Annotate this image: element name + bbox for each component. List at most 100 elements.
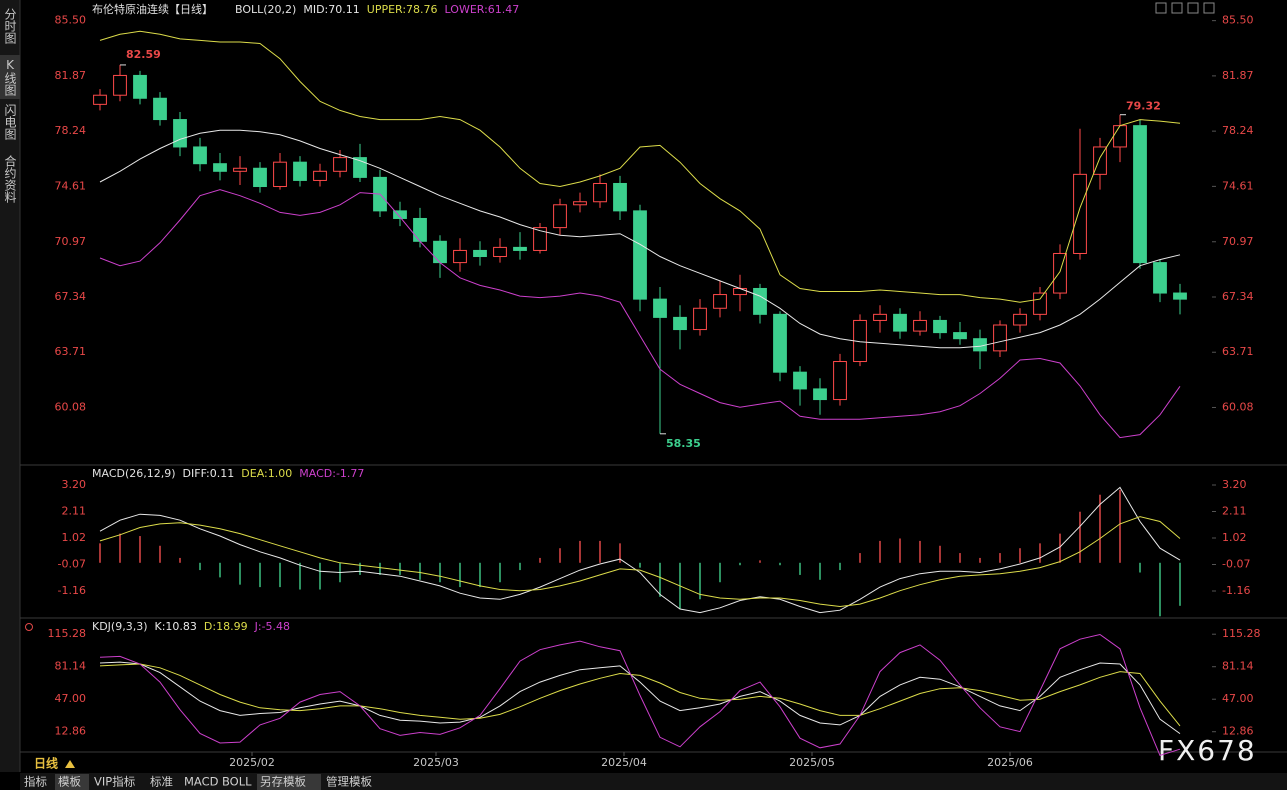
candle-body: [1153, 262, 1167, 294]
candle-body: [753, 287, 767, 315]
button[interactable]: [1171, 2, 1183, 14]
button[interactable]: [1187, 2, 1199, 14]
legend: KDJ(9,3,3) K:10.83 D:18.99 J:-5.48: [92, 620, 290, 633]
y-tick-label: 81.14: [1222, 660, 1254, 673]
candle-body: [993, 324, 1007, 352]
candle-body: [1053, 252, 1067, 294]
x-tick-label: 2025/02: [229, 756, 275, 769]
candle-body: [173, 119, 187, 148]
y-tick-label: 74.61: [1222, 179, 1254, 192]
toolbar-tab[interactable]: VIP指标: [94, 775, 135, 789]
toolbar: [20, 773, 1287, 790]
legend-value: 0.11: [210, 467, 235, 480]
legend-label: UPPER:: [367, 3, 406, 16]
period-button[interactable]: 日线: [34, 756, 58, 771]
candle-body: [293, 161, 307, 181]
y-tick-label: -0.07: [1222, 557, 1250, 570]
y-tick-label: 70.97: [55, 235, 87, 248]
y-tick-label: 81.87: [1222, 69, 1254, 82]
toolbar-tab[interactable]: 管理模板: [326, 775, 372, 789]
extreme-label: 58.35: [666, 437, 701, 450]
candle-body: [93, 94, 107, 105]
candle-body: [1093, 146, 1107, 175]
y-tick-label: 60.08: [55, 400, 87, 413]
candle-body: [213, 163, 227, 172]
y-tick-label: 115.28: [1222, 627, 1261, 640]
candle-body: [1173, 292, 1187, 300]
legend-value: 70.11: [328, 3, 360, 16]
legend-label: D:: [204, 620, 216, 633]
indicator-name: BOLL(20,2): [235, 3, 296, 16]
toolbar-tab[interactable]: BOLL: [222, 775, 252, 789]
y-tick-label: 12.86: [1222, 725, 1254, 738]
candle-body: [893, 313, 907, 332]
candle-body: [393, 210, 407, 219]
legend-label: J:: [254, 620, 262, 633]
candle-body: [333, 157, 347, 172]
window-buttons: [1155, 2, 1215, 14]
candle-body: [413, 217, 427, 242]
y-tick-label: 47.00: [1222, 692, 1254, 705]
candle-body: [1113, 125, 1127, 148]
y-tick-label: 67.34: [55, 290, 87, 303]
y-tick-label: 81.14: [55, 660, 87, 673]
kdj-line: [99, 663, 1181, 727]
candle-body: [193, 146, 207, 165]
legend-value: 18.99: [216, 620, 248, 633]
y-tick-label: -0.07: [58, 557, 86, 570]
legend-label: MACD:: [299, 467, 336, 480]
toolbar-tab[interactable]: 模板: [58, 775, 81, 789]
button[interactable]: [1203, 2, 1215, 14]
sidebar-tab[interactable]: K线图: [3, 58, 17, 96]
candle-body: [253, 167, 267, 188]
candle-body: [1133, 125, 1147, 264]
button[interactable]: [1155, 2, 1167, 14]
toolbar-tab[interactable]: 标准: [150, 775, 173, 789]
sidebar-tab[interactable]: 闪电图: [3, 104, 17, 140]
candle-body: [553, 204, 567, 229]
y-tick-label: 70.97: [1222, 235, 1254, 248]
y-tick-label: 3.20: [62, 478, 87, 491]
settings-icon[interactable]: [25, 623, 33, 631]
y-tick-label: -1.16: [1222, 584, 1250, 597]
boll-line: [99, 129, 1181, 349]
candle-body: [773, 313, 787, 373]
indicator-name: KDJ(9,3,3): [92, 620, 148, 633]
toolbar-tab[interactable]: 指标: [24, 775, 47, 789]
sidebar-tab[interactable]: 分时图: [3, 8, 17, 44]
toolbar-tab[interactable]: 另存模板: [260, 775, 306, 789]
candle-body: [533, 227, 547, 251]
candle-body: [813, 388, 827, 401]
chart-title: 布伦特原油连续【日线】: [92, 2, 213, 16]
candle-body: [153, 97, 167, 121]
y-tick-label: 78.24: [1222, 124, 1254, 137]
kdj-line: [99, 633, 1181, 757]
legend: 布伦特原油连续【日线】 BOLL(20,2) MID:70.11 UPPER:78.7…: [92, 2, 519, 16]
extreme-label: 82.59: [126, 48, 161, 61]
legend-value: -1.77: [336, 467, 364, 480]
candle-body: [113, 74, 127, 96]
candle-body: [133, 74, 147, 99]
candle-body: [493, 246, 507, 258]
macd-line: [99, 516, 1181, 608]
toolbar-active: [257, 774, 321, 790]
x-tick-label: 2025/04: [601, 756, 647, 769]
candle-body: [573, 201, 587, 206]
candle-body: [793, 371, 807, 390]
y-tick-label: 1.02: [62, 531, 87, 544]
candle-body: [1013, 313, 1027, 326]
legend-label: DEA:: [241, 467, 267, 480]
candle-body: [953, 332, 967, 340]
candle-body: [433, 240, 447, 264]
toolbar-active: [55, 774, 89, 790]
legend-label: LOWER:: [445, 3, 488, 16]
candle-body: [933, 319, 947, 334]
y-tick-label: 63.71: [55, 345, 87, 358]
sidebar-tab[interactable]: 合约资料: [3, 154, 17, 203]
toolbar-tab[interactable]: MACD: [184, 775, 219, 789]
candle-body: [313, 170, 327, 181]
candle-body: [273, 161, 287, 188]
legend-value: 1.00: [268, 467, 293, 480]
